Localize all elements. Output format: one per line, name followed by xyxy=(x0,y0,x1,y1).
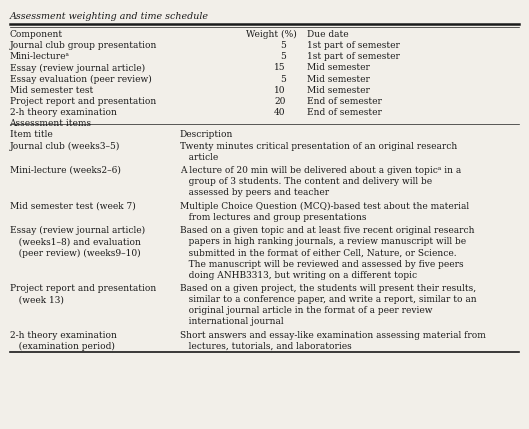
Text: 20: 20 xyxy=(274,97,286,106)
Text: Mid semester: Mid semester xyxy=(307,86,370,95)
Text: 2-h theory examination: 2-h theory examination xyxy=(10,108,116,117)
Text: 2-h theory examination: 2-h theory examination xyxy=(10,331,116,340)
Text: (examination period): (examination period) xyxy=(10,342,114,351)
Text: (weeks1–8) and evaluation: (weeks1–8) and evaluation xyxy=(10,237,140,246)
Text: article: article xyxy=(180,153,218,162)
Text: original journal article in the format of a peer review: original journal article in the format o… xyxy=(180,306,432,315)
Text: Essay (review journal article): Essay (review journal article) xyxy=(10,226,144,235)
Text: A lecture of 20 min will be delivered about a given topicᵃ in a: A lecture of 20 min will be delivered ab… xyxy=(180,166,461,175)
Text: Short answers and essay-like examination assessing material from: Short answers and essay-like examination… xyxy=(180,331,486,340)
Text: Mid semester: Mid semester xyxy=(307,75,370,84)
Text: doing ANHB3313, but writing on a different topic: doing ANHB3313, but writing on a differe… xyxy=(180,271,417,280)
Text: Project report and presentation: Project report and presentation xyxy=(10,284,156,293)
Text: 5: 5 xyxy=(280,52,286,61)
Text: The manuscript will be reviewed and assessed by five peers: The manuscript will be reviewed and asse… xyxy=(180,260,463,269)
Text: 1st part of semester: 1st part of semester xyxy=(307,52,400,61)
Text: Mini-lecture (weeks2–6): Mini-lecture (weeks2–6) xyxy=(10,166,121,175)
Text: Based on a given project, the students will present their results,: Based on a given project, the students w… xyxy=(180,284,476,293)
Text: 5: 5 xyxy=(280,41,286,50)
Text: Description: Description xyxy=(180,130,233,139)
Text: Item title: Item title xyxy=(10,130,52,139)
Text: 10: 10 xyxy=(274,86,286,95)
Text: Weight (%): Weight (%) xyxy=(246,30,297,39)
Text: Project report and presentation: Project report and presentation xyxy=(10,97,156,106)
Text: similar to a conference paper, and write a report, similar to an: similar to a conference paper, and write… xyxy=(180,295,477,304)
Text: Due date: Due date xyxy=(307,30,349,39)
Text: assessed by peers and teacher: assessed by peers and teacher xyxy=(180,188,329,197)
Text: submitted in the format of either Cell, Nature, or Science.: submitted in the format of either Cell, … xyxy=(180,248,457,257)
Text: 1st part of semester: 1st part of semester xyxy=(307,41,400,50)
Text: Journal club group presentation: Journal club group presentation xyxy=(10,41,157,50)
Text: 5: 5 xyxy=(280,75,286,84)
Text: Assessment weighting and time schedule: Assessment weighting and time schedule xyxy=(10,12,208,21)
Text: Mid semester: Mid semester xyxy=(307,63,370,73)
Text: Twenty minutes critical presentation of an original research: Twenty minutes critical presentation of … xyxy=(180,142,457,151)
Text: Mid semester test (week 7): Mid semester test (week 7) xyxy=(10,202,135,211)
Text: Based on a given topic and at least five recent original research: Based on a given topic and at least five… xyxy=(180,226,475,235)
Text: Journal club (weeks3–5): Journal club (weeks3–5) xyxy=(10,142,120,151)
Text: (peer review) (weeks9–10): (peer review) (weeks9–10) xyxy=(10,248,140,257)
Text: (week 13): (week 13) xyxy=(10,295,63,304)
Text: End of semester: End of semester xyxy=(307,108,382,117)
Text: international journal: international journal xyxy=(180,317,284,326)
Text: 15: 15 xyxy=(274,63,286,73)
Text: Mini-lectureᵃ: Mini-lectureᵃ xyxy=(10,52,69,61)
Text: lectures, tutorials, and laboratories: lectures, tutorials, and laboratories xyxy=(180,342,352,351)
Text: Essay evaluation (peer review): Essay evaluation (peer review) xyxy=(10,75,151,84)
Text: Mid semester test: Mid semester test xyxy=(10,86,93,95)
Text: 40: 40 xyxy=(274,108,286,117)
Text: Essay (review journal article): Essay (review journal article) xyxy=(10,63,144,73)
Text: papers in high ranking journals, a review manuscript will be: papers in high ranking journals, a revie… xyxy=(180,237,466,246)
Text: Assessment items: Assessment items xyxy=(10,119,92,128)
Text: Component: Component xyxy=(10,30,62,39)
Text: End of semester: End of semester xyxy=(307,97,382,106)
Text: from lectures and group presentations: from lectures and group presentations xyxy=(180,213,367,222)
Text: group of 3 students. The content and delivery will be: group of 3 students. The content and del… xyxy=(180,177,432,186)
Text: Multiple Choice Question (MCQ)-based test about the material: Multiple Choice Question (MCQ)-based tes… xyxy=(180,202,469,211)
